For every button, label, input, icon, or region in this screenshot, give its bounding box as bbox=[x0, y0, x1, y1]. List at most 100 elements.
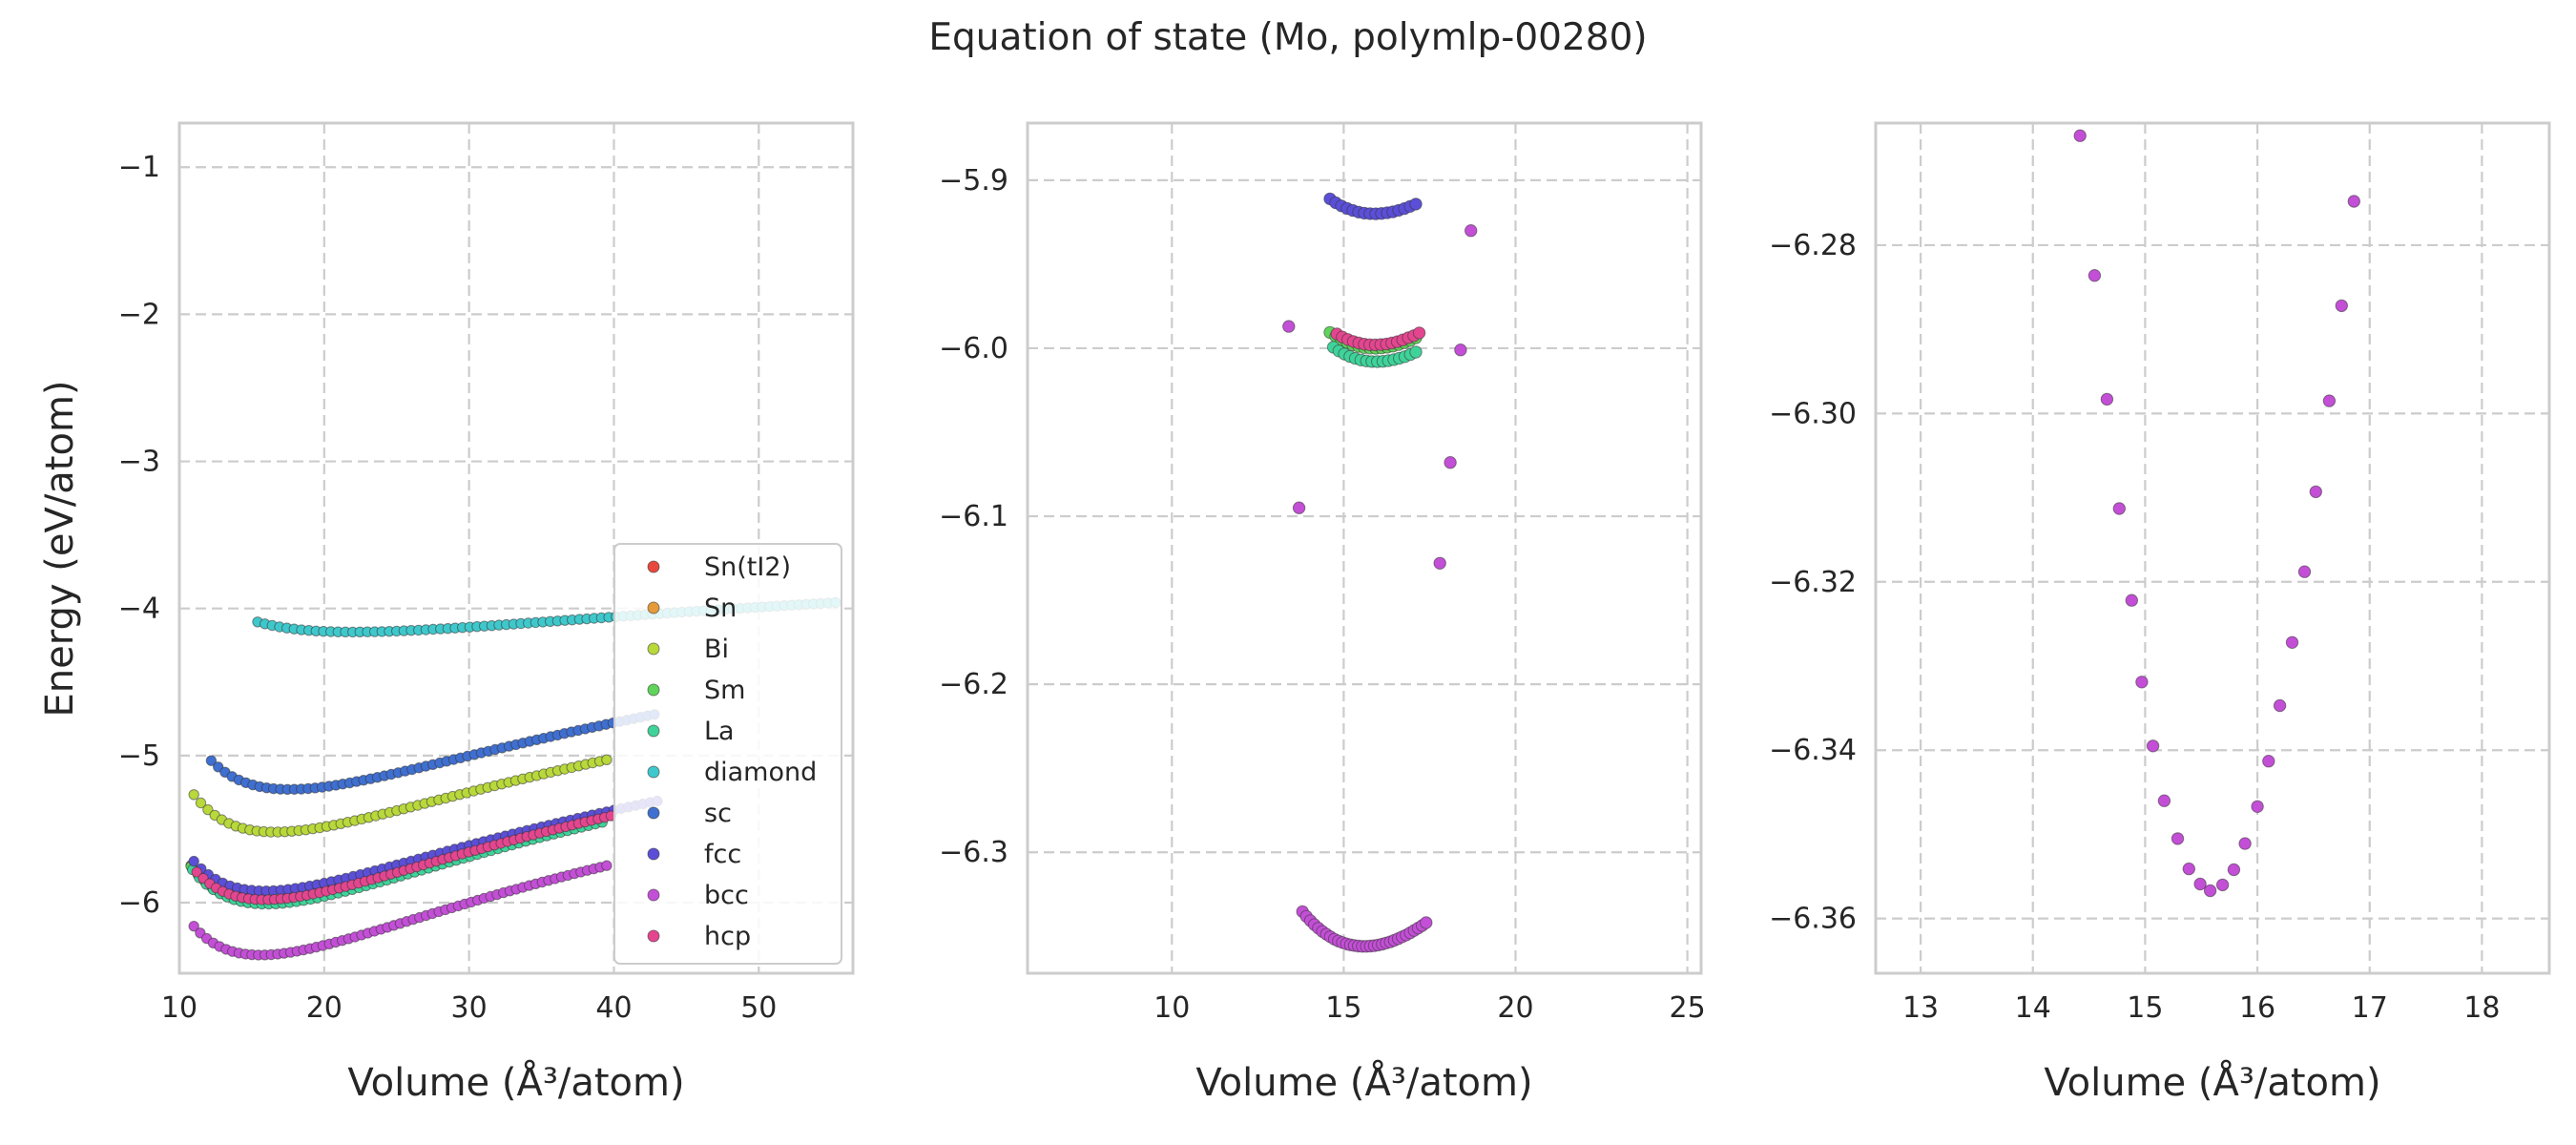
legend-label-hcp: hcp bbox=[704, 922, 751, 951]
point-bcc bbox=[1465, 224, 1478, 238]
legend-marker-sn-ti2 bbox=[647, 560, 660, 573]
y-tick-label: −6.3 bbox=[939, 836, 1008, 869]
point-bcc bbox=[2273, 698, 2287, 713]
point-fcc bbox=[188, 855, 199, 867]
tick-labels: 10 15 20 25 −6.3 −6.2 −6.1 −6.0 −5.9 bbox=[939, 164, 1706, 1025]
tick-labels: 13 14 15 16 17 18 −6.36 −6.34 −6.32 −6.30 −6.28 bbox=[1769, 229, 2500, 1025]
point-bi bbox=[601, 754, 613, 765]
y-tick-label: −2 bbox=[118, 298, 160, 331]
tick-labels: 10 20 30 40 50 −6 −5 −4 −3 −2 −1 bbox=[118, 151, 778, 1025]
y-tick-label: −6.34 bbox=[1769, 734, 1857, 767]
point-bcc bbox=[2135, 676, 2149, 689]
point-la bbox=[1409, 345, 1423, 359]
legend-label-diamond: diamond bbox=[704, 758, 817, 787]
axes-frame bbox=[1874, 121, 2551, 975]
point-bcc bbox=[2171, 832, 2185, 845]
y-tick-label: −6.36 bbox=[1769, 903, 1857, 936]
point-bcc bbox=[2203, 884, 2217, 898]
point-bcc bbox=[2125, 593, 2139, 607]
x-tick-label: 10 bbox=[161, 991, 197, 1025]
y-tick-label: −5.9 bbox=[939, 164, 1008, 198]
legend-label-sn: Sn bbox=[704, 593, 737, 623]
point-bcc bbox=[2347, 195, 2361, 208]
legend-label-sm: Sm bbox=[704, 676, 745, 705]
legend-marker-bcc bbox=[647, 888, 660, 902]
point-bi bbox=[188, 789, 199, 801]
x-axis-label: Volume (Å³/atom) bbox=[1195, 1059, 1532, 1105]
x-tick-label: 15 bbox=[2127, 991, 2163, 1025]
points-layer bbox=[1282, 192, 1478, 953]
legend-label-la: La bbox=[704, 717, 735, 746]
y-tick-label: −6.30 bbox=[1769, 397, 1857, 430]
point-bcc bbox=[2285, 635, 2299, 649]
y-tick-label: −6.2 bbox=[939, 668, 1008, 701]
legend-label-sc: sc bbox=[704, 799, 732, 828]
point-bi bbox=[195, 797, 207, 809]
points-layer bbox=[2073, 129, 2361, 898]
axes-frame bbox=[177, 121, 855, 975]
legend: Sn(tI2) Sn Bi Sm La diamond sc fcc bcc hcp bbox=[613, 543, 842, 965]
x-tick-label: 30 bbox=[451, 991, 488, 1025]
x-tick-label: 17 bbox=[2352, 991, 2388, 1025]
x-tick-label: 40 bbox=[595, 991, 632, 1025]
legend-marker-la bbox=[647, 724, 660, 738]
point-bcc bbox=[2146, 739, 2160, 753]
point-bcc bbox=[2088, 269, 2102, 282]
panel-zoom-middle: 10 15 20 25 −6.3 −6.2 −6.1 −6.0 −5.9 Volume (Å³/… bbox=[939, 121, 1706, 1105]
point-bcc bbox=[2335, 299, 2349, 313]
legend-label-bcc: bcc bbox=[704, 881, 749, 910]
point-hcp bbox=[1412, 326, 1426, 340]
legend-label-bi: Bi bbox=[704, 635, 729, 664]
point-bcc bbox=[2309, 485, 2323, 499]
x-tick-label: 16 bbox=[2239, 991, 2275, 1025]
panel-zoom-bcc: 13 14 15 16 17 18 −6.36 −6.34 −6.32 −6.30 −6.28 Vo… bbox=[1769, 121, 2551, 1105]
point-bcc bbox=[2182, 862, 2196, 876]
y-tick-label: −4 bbox=[118, 593, 160, 626]
legend-box bbox=[613, 543, 842, 965]
point-bcc bbox=[2215, 878, 2230, 892]
point-bcc bbox=[2100, 392, 2114, 406]
point-bcc bbox=[2238, 837, 2252, 850]
legend-marker-sm bbox=[647, 683, 660, 697]
point-bcc bbox=[601, 860, 613, 871]
y-tick-label: −1 bbox=[118, 151, 160, 184]
x-tick-label: 50 bbox=[740, 991, 777, 1025]
y-tick-label: −6.32 bbox=[1769, 566, 1857, 599]
x-tick-label: 25 bbox=[1669, 991, 1705, 1025]
point-hcp bbox=[191, 866, 202, 878]
legend-marker-hcp bbox=[647, 929, 660, 943]
figure-title: Equation of state (Mo, polymlp-00280) bbox=[928, 16, 1647, 59]
panel-full-range: 10 20 30 40 50−6−5−4−3−2−1 Volume (Å³/atom) … bbox=[38, 121, 855, 1105]
y-tick-label: −6.1 bbox=[939, 500, 1008, 533]
y-tick-label: −6 bbox=[118, 886, 160, 920]
point-sc bbox=[205, 755, 218, 766]
x-axis-label: Volume (Å³/atom) bbox=[2044, 1059, 2380, 1105]
x-tick-label: 20 bbox=[1497, 991, 1533, 1025]
y-tick-label: −3 bbox=[118, 446, 160, 479]
legend-marker-sc bbox=[647, 806, 660, 820]
point-bcc bbox=[1292, 501, 1306, 514]
point-bcc bbox=[2157, 794, 2171, 807]
point-bcc bbox=[2227, 863, 2241, 877]
grid-layer bbox=[1028, 123, 1701, 973]
axes-frame bbox=[1026, 121, 1703, 975]
y-tick-label: −5 bbox=[118, 739, 160, 773]
x-axis-label: Volume (Å³/atom) bbox=[347, 1059, 684, 1105]
point-bcc bbox=[2262, 755, 2275, 768]
x-tick-label: 10 bbox=[1153, 991, 1190, 1025]
legend-label-fcc: fcc bbox=[704, 840, 741, 869]
point-bcc bbox=[2193, 877, 2207, 891]
grid-layer bbox=[1876, 123, 2549, 973]
point-bcc bbox=[2112, 502, 2127, 515]
legend-label-sn-ti2: Sn(tI2) bbox=[704, 552, 791, 582]
legend-marker-bi bbox=[647, 642, 660, 656]
x-tick-label: 20 bbox=[306, 991, 343, 1025]
point-bcc bbox=[1444, 456, 1457, 469]
y-tick-label: −6.28 bbox=[1769, 229, 1857, 262]
point-bcc bbox=[1454, 344, 1467, 357]
point-fcc bbox=[1409, 198, 1423, 211]
point-bcc bbox=[1420, 916, 1433, 929]
point-bcc bbox=[188, 921, 199, 932]
